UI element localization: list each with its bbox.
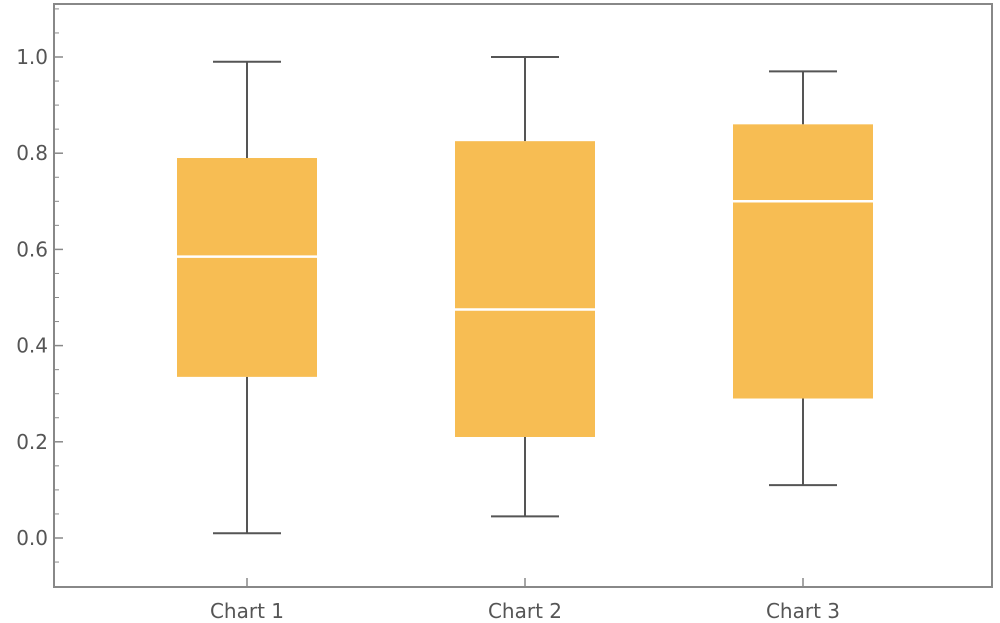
plot-frame xyxy=(53,3,993,588)
y-tick-label: 1.0 xyxy=(16,45,48,69)
iqr-box xyxy=(177,158,317,377)
y-tick-label: 0.0 xyxy=(16,526,48,550)
iqr-box xyxy=(733,124,873,399)
box-1 xyxy=(177,60,317,535)
x-tick-label: Chart 3 xyxy=(766,599,840,623)
x-axis: Chart 1 Chart 2 Chart 3 xyxy=(210,578,840,623)
boxes-layer xyxy=(177,56,873,535)
iqr-box xyxy=(455,141,595,437)
box-2 xyxy=(455,56,595,518)
x-tick-label: Chart 2 xyxy=(488,599,562,623)
y-tick-label: 0.2 xyxy=(16,430,48,454)
y-tick-label: 0.4 xyxy=(16,334,48,358)
y-axis: 0.0 0.2 0.4 0.6 0.8 1.0 xyxy=(16,8,63,563)
y-tick-label: 0.8 xyxy=(16,141,48,165)
y-tick-label: 0.6 xyxy=(16,237,48,261)
box-3 xyxy=(733,70,873,487)
x-tick-label: Chart 1 xyxy=(210,599,284,623)
